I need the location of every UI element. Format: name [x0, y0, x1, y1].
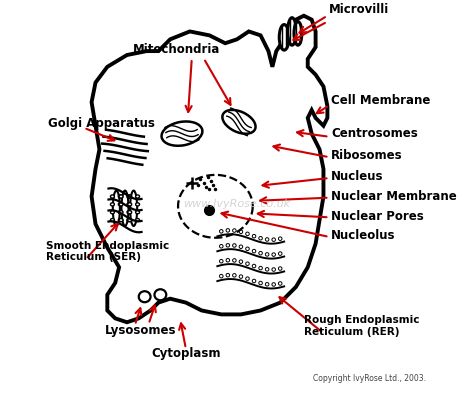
Ellipse shape [259, 237, 262, 240]
Text: Microvilli: Microvilli [329, 3, 390, 17]
Ellipse shape [265, 253, 269, 256]
Ellipse shape [127, 211, 131, 214]
Ellipse shape [226, 259, 229, 262]
Ellipse shape [110, 195, 114, 198]
Ellipse shape [239, 275, 243, 278]
Ellipse shape [252, 279, 256, 283]
Ellipse shape [272, 253, 275, 256]
Ellipse shape [162, 121, 202, 146]
Ellipse shape [265, 268, 269, 271]
Ellipse shape [136, 211, 139, 214]
Ellipse shape [136, 203, 139, 206]
Ellipse shape [119, 211, 123, 214]
Ellipse shape [128, 219, 132, 222]
Ellipse shape [219, 274, 223, 278]
Text: Copyright IvyRose Ltd., 2003.: Copyright IvyRose Ltd., 2003. [313, 374, 426, 383]
Ellipse shape [118, 211, 122, 214]
Ellipse shape [118, 203, 122, 206]
Text: Lysosomes: Lysosomes [105, 323, 177, 337]
Ellipse shape [119, 203, 123, 206]
Ellipse shape [265, 283, 269, 286]
Ellipse shape [246, 247, 249, 251]
Text: Mitochondria: Mitochondria [132, 42, 220, 56]
Ellipse shape [252, 264, 256, 268]
Ellipse shape [127, 219, 131, 222]
Text: Smooth Endoplasmic
Reticulum (SER): Smooth Endoplasmic Reticulum (SER) [46, 241, 170, 262]
Ellipse shape [239, 230, 243, 233]
Text: Cell Membrane: Cell Membrane [331, 94, 431, 107]
Ellipse shape [233, 244, 236, 247]
Ellipse shape [127, 203, 131, 206]
Ellipse shape [110, 203, 114, 206]
Ellipse shape [118, 219, 122, 222]
Ellipse shape [128, 195, 132, 198]
Text: Cytoplasm: Cytoplasm [151, 347, 221, 360]
Text: Golgi Apparatus: Golgi Apparatus [48, 117, 155, 130]
Ellipse shape [155, 289, 166, 300]
Ellipse shape [246, 262, 249, 266]
Ellipse shape [110, 219, 114, 222]
Text: Centrosomes: Centrosomes [331, 127, 418, 140]
Text: Nucleus: Nucleus [331, 170, 384, 184]
Ellipse shape [239, 245, 243, 248]
Ellipse shape [128, 211, 132, 214]
Ellipse shape [119, 219, 123, 222]
Ellipse shape [278, 237, 282, 241]
Ellipse shape [252, 249, 256, 253]
Ellipse shape [272, 283, 275, 286]
Ellipse shape [127, 195, 131, 198]
Ellipse shape [136, 219, 139, 222]
Ellipse shape [219, 259, 223, 263]
Ellipse shape [278, 282, 282, 285]
Ellipse shape [259, 252, 262, 255]
Ellipse shape [259, 266, 262, 270]
Ellipse shape [113, 191, 120, 226]
Ellipse shape [252, 234, 256, 238]
Ellipse shape [118, 195, 122, 198]
Ellipse shape [121, 191, 128, 226]
Ellipse shape [288, 18, 296, 45]
Ellipse shape [272, 268, 275, 271]
Ellipse shape [219, 230, 223, 233]
Ellipse shape [136, 195, 139, 198]
Text: Nuclear Pores: Nuclear Pores [331, 209, 424, 223]
Ellipse shape [279, 24, 289, 50]
Ellipse shape [246, 232, 249, 236]
Text: Rough Endoplasmic
Reticulum (RER): Rough Endoplasmic Reticulum (RER) [304, 316, 419, 337]
Text: www.IvyRose.co.uk: www.IvyRose.co.uk [183, 199, 291, 209]
Ellipse shape [294, 22, 302, 45]
Ellipse shape [226, 229, 229, 232]
Ellipse shape [272, 238, 275, 241]
Ellipse shape [239, 260, 243, 263]
Ellipse shape [226, 274, 229, 277]
Ellipse shape [233, 229, 236, 232]
Ellipse shape [119, 195, 123, 198]
Ellipse shape [139, 291, 151, 302]
Ellipse shape [130, 191, 137, 226]
Text: Nucleolus: Nucleolus [331, 229, 396, 242]
Ellipse shape [265, 238, 269, 241]
Ellipse shape [128, 203, 132, 206]
Ellipse shape [278, 252, 282, 255]
Text: Ribosomes: Ribosomes [331, 149, 403, 162]
Ellipse shape [233, 274, 236, 277]
Ellipse shape [246, 277, 249, 281]
Ellipse shape [259, 281, 262, 285]
Text: Nuclear Membrane: Nuclear Membrane [331, 190, 457, 203]
Ellipse shape [219, 244, 223, 248]
Ellipse shape [233, 259, 236, 262]
Ellipse shape [278, 267, 282, 270]
Ellipse shape [226, 244, 229, 247]
Ellipse shape [110, 211, 114, 214]
Ellipse shape [222, 110, 255, 134]
